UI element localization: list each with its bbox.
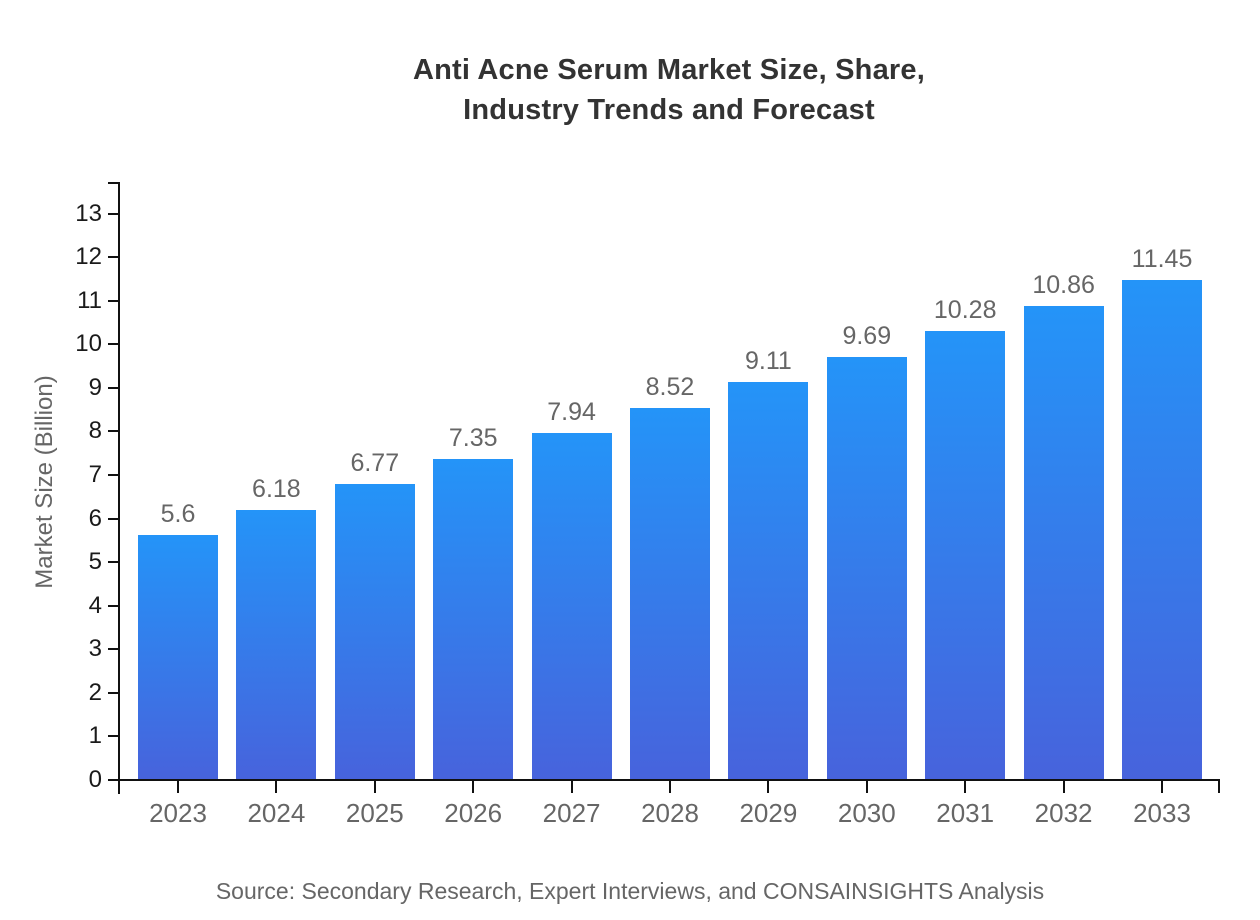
bar-value-label: 6.77 <box>350 449 400 478</box>
bar-value-label: 8.52 <box>645 372 695 401</box>
x-axis-end-cap <box>1218 781 1220 793</box>
y-tick-label: 6 <box>88 504 102 532</box>
x-tick <box>1161 781 1163 793</box>
y-tick <box>108 212 118 215</box>
y-axis-end-cap <box>108 182 118 184</box>
chart-title-line-2: Industry Trends and Forecast <box>463 94 875 126</box>
bar-2025 <box>334 484 415 779</box>
x-tick-label: 2025 <box>345 798 404 828</box>
bar-2028 <box>630 407 710 779</box>
y-tick <box>108 561 118 564</box>
chart-title-line-1: Anti Acne Serum Market Size, Share, <box>413 54 925 86</box>
y-tick <box>108 691 118 694</box>
y-tick <box>108 256 118 259</box>
y-tick-label: 8 <box>88 417 102 445</box>
y-tick-label: 1 <box>88 722 102 750</box>
bar-value-label: 9.11 <box>744 347 792 376</box>
x-tick <box>472 781 475 793</box>
x-tick <box>275 781 278 793</box>
x-tick-label: 2027 <box>542 798 601 828</box>
x-tick-label: 2023 <box>149 798 207 828</box>
x-tick <box>669 781 671 793</box>
x-tick-label: 2024 <box>247 798 306 828</box>
y-tick-label: 9 <box>88 373 102 401</box>
y-tick-label: 13 <box>75 199 102 227</box>
y-tick-label: 10 <box>75 330 102 358</box>
chart-title: Anti Acne Serum Market Size, Share, Indu… <box>118 50 1220 130</box>
x-tick <box>570 781 573 793</box>
x-tick-label: 2029 <box>739 798 798 828</box>
x-tick-label: 2028 <box>641 798 699 828</box>
y-tick <box>108 343 118 346</box>
y-tick-label: 3 <box>88 635 102 663</box>
bar-value-label: 10.28 <box>933 296 997 325</box>
bar-value-label: 10.86 <box>1032 270 1095 299</box>
x-tick <box>177 781 179 793</box>
bar-value-label: 5.6 <box>160 500 196 528</box>
y-tick <box>108 648 118 651</box>
y-axis-line <box>118 182 120 794</box>
x-tick-label: 2032 <box>1034 798 1093 828</box>
bar-value-label: 7.35 <box>448 423 498 452</box>
x-tick-label: 2026 <box>444 798 503 828</box>
x-tick <box>964 781 967 793</box>
bar-value-label: 11.45 <box>1131 245 1193 274</box>
x-tick <box>767 781 770 793</box>
x-tick-label: 2030 <box>837 798 896 828</box>
bar-2023 <box>138 535 218 779</box>
y-tick <box>108 517 118 520</box>
bar-2031 <box>925 331 1006 779</box>
y-tick <box>108 386 118 389</box>
bar-value-label: 9.69 <box>842 321 892 350</box>
x-tick-label: 2031 <box>936 798 995 828</box>
bar-2027 <box>531 433 612 779</box>
bar-2024 <box>236 509 317 779</box>
y-tick-label: 5 <box>88 548 102 576</box>
bar-2026 <box>433 458 514 779</box>
y-tick-label: 0 <box>88 766 102 793</box>
y-tick <box>108 779 118 781</box>
y-tick <box>108 299 118 302</box>
y-tick <box>108 474 118 476</box>
bar-2029 <box>728 382 809 779</box>
y-tick <box>108 604 118 607</box>
bar-2032 <box>1023 305 1104 779</box>
bar-2033 <box>1122 280 1202 779</box>
y-tick-label: 2 <box>88 678 102 706</box>
y-tick-label: 4 <box>88 591 102 619</box>
x-tick <box>373 781 376 793</box>
y-tick <box>108 735 118 738</box>
x-axis-line <box>118 779 1220 781</box>
x-tick <box>865 781 868 793</box>
x-tick <box>1062 781 1065 793</box>
x-tick-label: 2033 <box>1133 798 1191 828</box>
y-tick-label: 7 <box>88 461 102 488</box>
bar-value-label: 7.94 <box>547 398 596 427</box>
source-note: Source: Secondary Research, Expert Inter… <box>215 878 1045 904</box>
bar-value-label: 6.18 <box>252 474 301 503</box>
y-tick-label: 11 <box>77 286 102 314</box>
y-tick-label: 12 <box>75 243 102 271</box>
y-tick <box>108 430 118 433</box>
bar-2030 <box>826 356 907 779</box>
plot-area: 0 1 2 3 4 5 6 7 8 9 10 11 12 13 5.6 2023 6.18 2024 6.77 202… <box>75 182 1220 828</box>
